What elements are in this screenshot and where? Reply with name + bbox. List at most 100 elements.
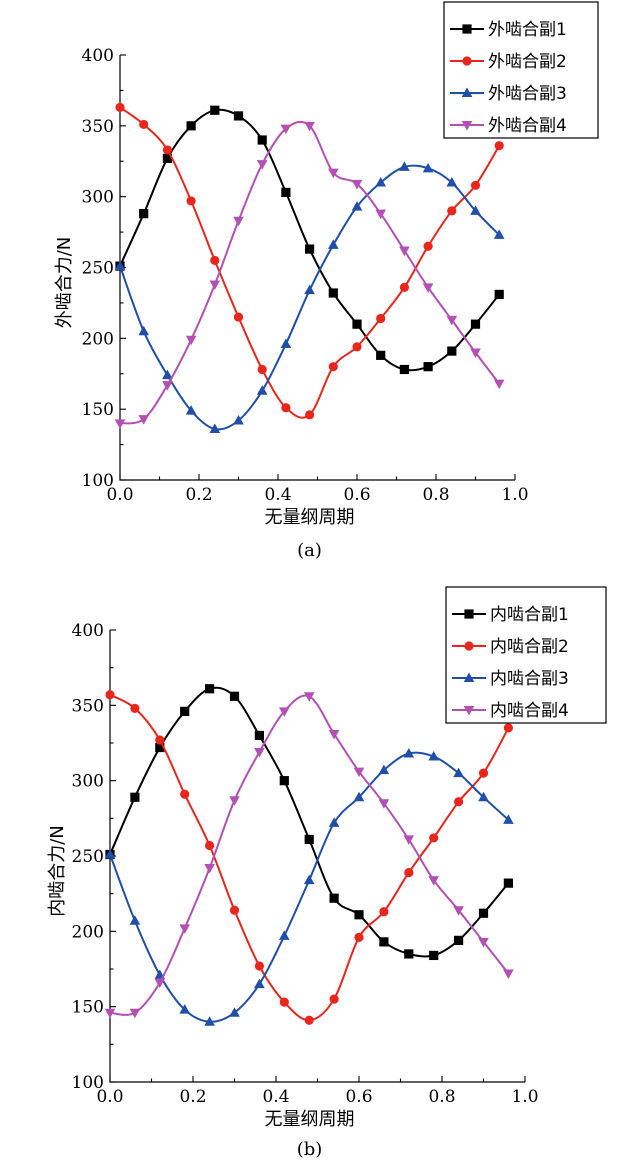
chart-a-series-2-point [447,206,457,216]
chart-b-series-3-point [503,814,514,824]
chart-a-series-1-point [139,209,149,219]
chart-b-xtick-label: 0.6 [345,1087,372,1107]
chart-a-series-2-line [119,106,501,419]
chart-b-series-2-point [130,703,140,713]
chart-b-series-4-point [229,796,240,806]
chart-b-series-2-point [329,994,339,1004]
chart-b-xtick-label: 0.2 [179,1087,206,1107]
chart-a-series-2-point [470,180,481,190]
chart-a-series-4-point [351,179,363,190]
chart-b-series-4-point [453,906,464,916]
chart-a-series-1-point [233,111,244,121]
chart-a-series-1-point [423,362,433,372]
chart-a-series-2-point [494,141,504,151]
chart-b-series-3-point [204,1016,215,1026]
chart-a-series-4-point [280,124,292,135]
chart-a-xtick-label: 0.2 [185,485,212,505]
chart-b-series-3-point [179,1004,190,1014]
chart-a-series-2-point [328,362,338,372]
chart-b-series-4-point [378,799,390,809]
chart-b-ytick-label: 150 [72,998,104,1018]
chart-a-series-3-point [446,177,458,187]
chart-a-series-4-point [446,315,458,326]
chart-b-series-2 [105,690,513,1025]
chart-b-series-2-point [354,932,364,942]
chart-a-series-4-point [209,280,221,290]
chart-b-series-2-point [454,797,464,807]
chart-b-series-4-point [328,729,340,740]
chart-a-legend-label-1: 外啮合副1 [488,20,567,40]
chart-a-series-2-point [162,145,172,155]
chart-a-xlabel: 无量纲周期 [265,507,355,528]
chart-b-series-4-point [478,937,489,948]
chart-b-series-4-line [109,694,510,1016]
chart-a-series-1-point [305,244,315,254]
chart-a-series-1-point [186,121,196,131]
chart-a-xtick-label: 0.6 [343,485,370,505]
chart-b-series-3-point [403,748,415,758]
chart-b-series-1-point [454,935,464,945]
chart-a-series-3-point [351,201,363,211]
chart-a-xtick-label: 0.0 [106,485,133,505]
chart-b-series-3-point [129,915,141,925]
chart-b-series-2-point [429,833,439,843]
chart-a-series-4-point [256,160,268,170]
chart-b-series-2-point [254,961,264,971]
chart-b-xlabel: 无量纲周期 [265,1109,355,1130]
chart-b-series-4-point [503,969,514,980]
chart-b-legend-marker [463,672,475,682]
chart-b-ytick-label: 100 [72,1073,104,1093]
chart-a-series-4-point [138,415,149,425]
chart-a-series-3-point [375,177,386,187]
chart-b-series-4-point [403,835,415,845]
chart-b-series-1-point [379,937,389,947]
chart-b-legend-label-3: 内啮合副3 [490,669,569,689]
chart-a: 100 150 200 250 300 350 400 0.0 0.2 0.4 0.6 0.8 1.0 无… [54,1,599,561]
chart-a-series-3-point [493,229,505,239]
chart-b-ylabel: 内啮合力/N [47,825,68,917]
chart-b-series-3-point [478,791,489,802]
chart-a-series-1-point [328,288,338,298]
chart-b-caption: (b) [297,1139,323,1160]
chart-b-ytick-label: 200 [72,922,104,942]
chart-b-series-2-point [279,997,289,1007]
chart-a-series-3-point [280,338,292,348]
chart-b-series-2-point [155,735,165,745]
chart-a-series-1-point [447,346,457,356]
chart-b-series-2-point [205,840,215,851]
chart-a-series-4-point [375,209,386,220]
chart-a-legend-label-4: 外啮合副4 [488,116,567,136]
chart-b-series-3-point [353,791,365,802]
chart-b-series-4-point [104,1008,116,1019]
chart-b-series-1-line [109,686,510,958]
chart-a-legend-marker [462,24,472,34]
chart-a-ytick-label: 150 [82,400,114,420]
chart-b-series-1-point [279,776,289,786]
chart-a-legend-marker [462,56,472,66]
chart-b-legend-label-4: 内啮合副4 [490,701,569,721]
chart-a-series-3 [114,161,505,433]
chart-b-series-4-point [353,767,365,778]
chart-b-ytick-label: 300 [72,772,104,792]
chart-a-series-4-point [304,121,315,132]
chart-b-series-4-point [428,876,439,886]
chart-a-legend-marker [461,87,473,97]
chart-b-series-4 [104,692,514,1019]
chart-b-series-1-point [254,730,264,741]
chart-b-series-1-point [155,742,165,753]
chart-a-ytick-label: 400 [82,46,114,66]
chart-a-ytick-label: 350 [82,117,114,137]
chart-b-series-2-point [478,768,489,778]
chart-a-series-4-point [422,283,434,293]
chart-a-series-3-point [233,415,244,425]
chart-b-series-1-point [354,910,364,920]
chart-b-legend-marker [464,609,474,619]
chart-a-series-4-point [185,335,197,346]
chart-a-series-2 [115,102,504,420]
chart-a-series-1-point [376,350,386,360]
chart-a-legend-marker [461,121,473,131]
chart-b-series-1-point [180,706,190,716]
chart-a-series-4-point [114,419,126,429]
chart-a-series-2-point [115,102,125,113]
chart-a-series-1-point [162,153,172,164]
